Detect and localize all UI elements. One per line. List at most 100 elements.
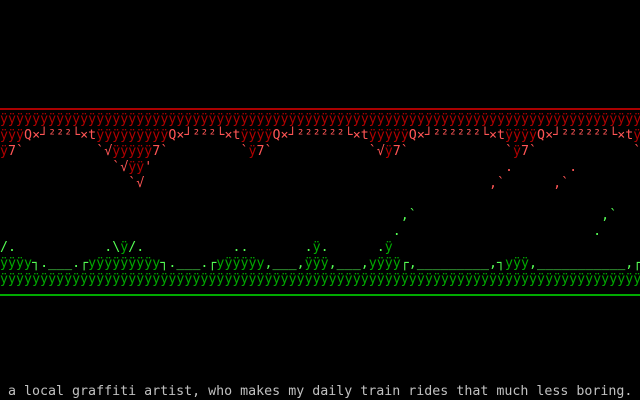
blank-cell [80,160,88,175]
graffiti-glyph: × [488,128,497,143]
graffiti-glyph: . [240,240,249,255]
graffiti-glyph: ÿ [448,112,457,127]
blank-cell [545,176,553,191]
blank-cell [601,144,609,159]
graffiti-glyph: ÿ [609,112,618,127]
graffiti-glyph: ÿ [256,272,265,287]
blank-cell [265,224,273,239]
blank-cell [497,144,505,159]
graffiti-glyph: ² [456,128,465,143]
blank-cell [521,176,529,191]
graffiti-glyph: ÿ [585,272,594,287]
graffiti-glyph: ` [16,144,25,159]
graffiti-glyph: ÿ [456,272,465,287]
blank-cell [481,144,489,159]
screen-row [0,320,640,336]
blank-cell [32,208,40,223]
graffiti-glyph: _ [288,256,297,271]
graffiti-glyph: ÿ [521,256,530,271]
graffiti-glyph: _ [472,256,481,271]
graffiti-glyph: × [617,128,626,143]
screen-row [0,16,640,32]
graffiti-glyph: ` [529,144,538,159]
blank-cell [321,224,329,239]
graffiti-glyph: ÿ [136,256,145,271]
blank-cell [569,144,577,159]
graffiti-glyph: t [625,128,634,143]
graffiti-glyph: ÿ [537,112,546,127]
blank-cell [273,144,281,159]
graffiti-glyph: ÿ [16,128,25,143]
graffiti-glyph: ÿ [184,112,193,127]
graffiti-glyph: ÿ [16,112,25,127]
graffiti-glyph: ÿ [72,272,81,287]
graffiti-glyph: 7 [521,144,530,159]
blank-cell [489,224,497,239]
blank-cell [481,176,489,191]
graffiti-glyph: ÿ [32,112,41,127]
graffiti-glyph: ` [609,208,618,223]
blank-cell [72,240,80,255]
sky-border-line [0,108,640,110]
blank-cell [537,208,545,223]
blank-cell [417,224,425,239]
blank-cell [481,208,489,223]
blank-cell [289,224,297,239]
graffiti-glyph: ² [56,128,65,143]
blank-cell [289,144,297,159]
graffiti-glyph: ÿ [585,112,594,127]
graffiti-glyph: ┘ [424,128,433,143]
graffiti-glyph: ` [496,176,505,191]
graffiti-glyph: ÿ [232,256,241,271]
graffiti-glyph: ÿ [601,272,610,287]
screen-row [0,64,640,80]
blank-cell [56,208,64,223]
blank-cell [385,224,393,239]
blank-cell [321,208,329,223]
graffiti-glyph: ÿ [176,272,185,287]
blank-cell [88,144,96,159]
graffiti-glyph: ÿ [545,112,554,127]
blank-cell [64,240,72,255]
blank-cell [80,176,88,191]
graffiti-glyph: , [296,256,305,271]
blank-cell [465,176,473,191]
graffiti-glyph: t [88,128,97,143]
graffiti-glyph: ÿ [384,112,393,127]
blank-cell [273,208,281,223]
graffiti-glyph: ÿ [593,272,602,287]
blank-cell [257,160,265,175]
graffiti-glyph: ÿ [200,272,209,287]
blank-cell [481,160,489,175]
blank-cell [80,240,88,255]
blank-cell [345,160,353,175]
graffiti-glyph: ÿ [136,272,145,287]
graffiti-glyph: ÿ [633,112,640,127]
blank-cell [449,144,457,159]
blank-cell [369,176,377,191]
blank-cell [305,144,313,159]
blank-cell [497,160,505,175]
graffiti-glyph: ÿ [368,128,377,143]
graffiti-glyph: ÿ [400,272,409,287]
graffiti-glyph: ÿ [480,272,489,287]
graffiti-glyph: ÿ [72,112,81,127]
graffiti-glyph: └ [480,128,489,143]
blank-cell [16,240,24,255]
blank-cell [441,208,449,223]
blank-cell [24,144,32,159]
blank-cell [337,224,345,239]
graffiti-glyph: _ [352,256,361,271]
blank-cell [16,224,24,239]
blank-cell [385,208,393,223]
blank-cell [433,144,441,159]
graffiti-glyph: ÿ [144,112,153,127]
graffiti-glyph: y [256,256,265,271]
graffiti-glyph: y [216,256,225,271]
blank-cell [281,224,289,239]
blank-cell [593,144,601,159]
blank-cell [257,224,265,239]
blank-cell [64,208,72,223]
blank-cell [353,160,361,175]
blank-cell [8,160,16,175]
